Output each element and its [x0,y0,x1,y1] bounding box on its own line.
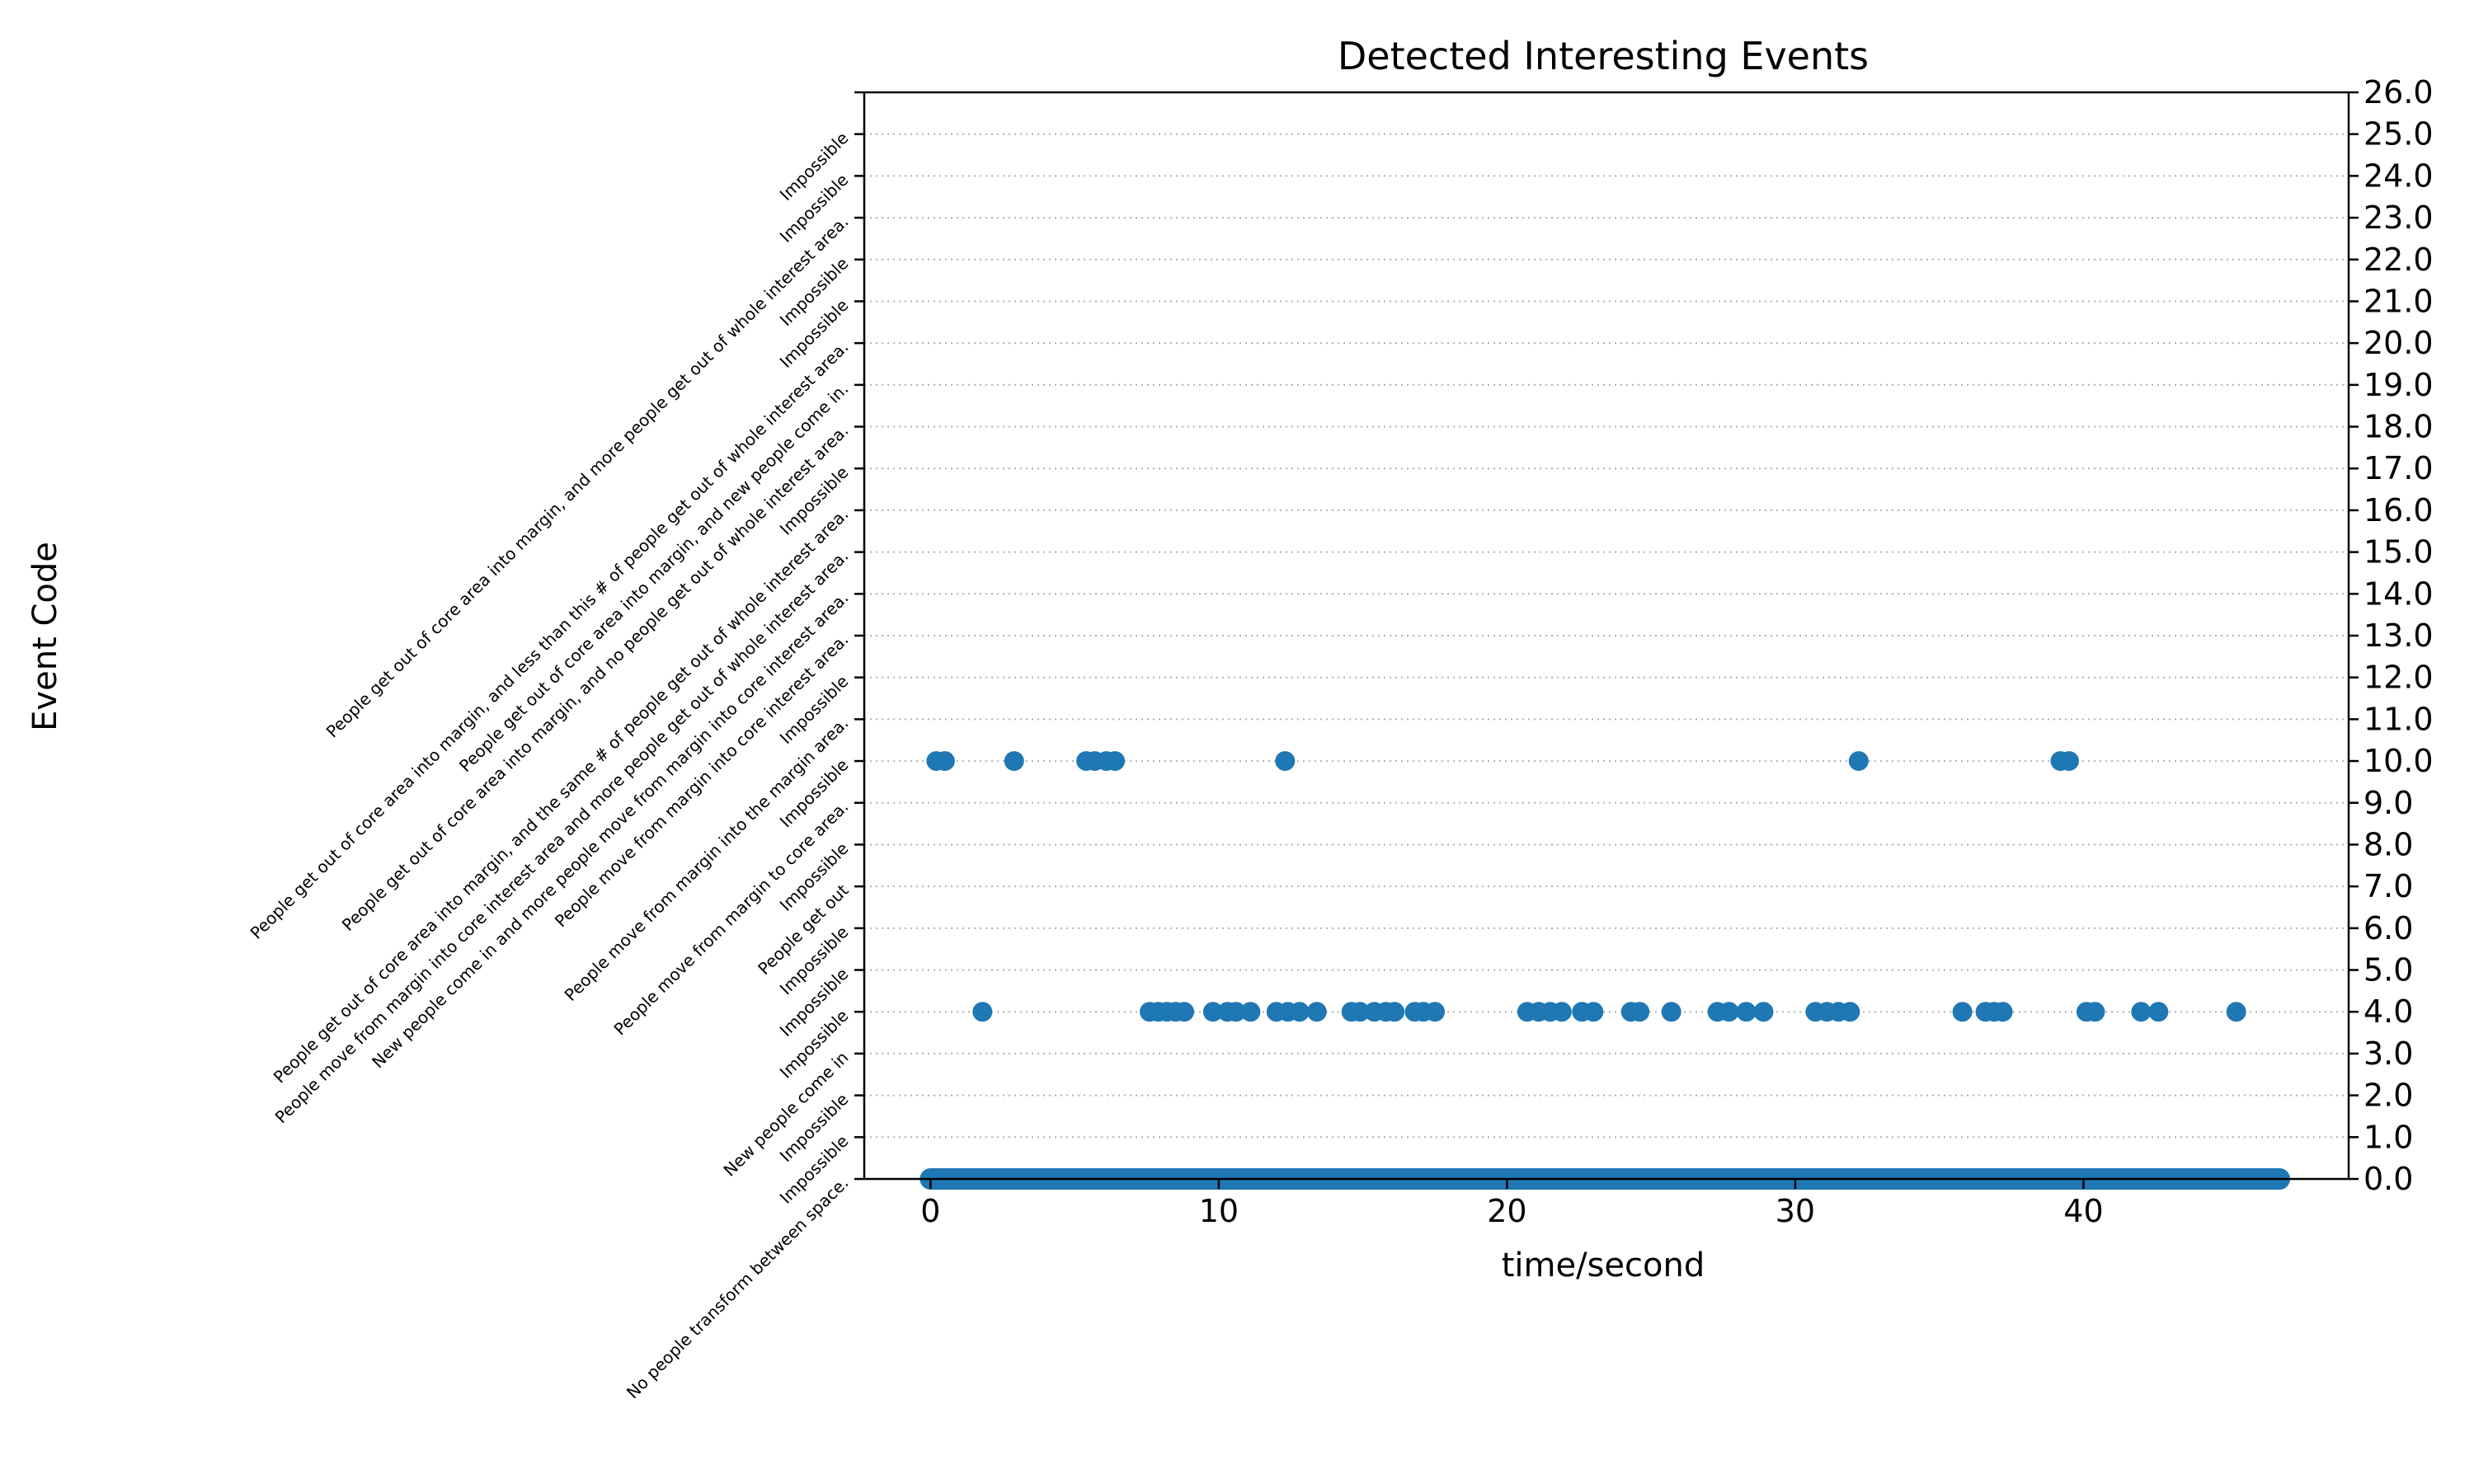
data-point [1289,1002,1310,1022]
data-point [1225,1002,1246,1022]
y-tick-label-right: 9.0 [2363,785,2413,821]
y-tick-label-right: 17.0 [2363,450,2434,486]
data-point [2131,1002,2152,1022]
data-point [1174,1002,1194,1022]
data-point [1004,751,1024,772]
data-point [2226,1002,2246,1022]
data-point [1306,1002,1327,1022]
y-tick-label-right: 16.0 [2363,492,2434,528]
x-axis-label: time/second [1502,1247,1705,1284]
y-tick-label-right: 1.0 [2363,1119,2413,1155]
data-point [2058,751,2079,772]
grid-lines [864,133,2349,1139]
y-axis-category-labels: No people transform between space.Imposs… [247,91,864,1403]
data-point [1275,751,1296,772]
y-tick-label-right: 5.0 [2363,952,2413,989]
data-point [1992,1002,2013,1022]
y-tick-label-right: 18.0 [2363,409,2434,445]
x-tick-label: 0 [920,1193,940,1229]
y-tick-label-right: 24.0 [2363,157,2434,194]
data-point [1952,1002,1973,1022]
data-point [2085,1002,2105,1022]
data-point [1661,1002,1681,1022]
x-axis: 0 10 20 30 40 [920,1179,2104,1229]
y-tick-label-right: 4.0 [2363,993,2413,1030]
y-tick-label-right: 13.0 [2363,618,2434,654]
plot-frame [863,91,2350,1181]
data-point [1350,1002,1371,1022]
y-tick-label-right: 2.0 [2363,1078,2413,1114]
data-points [926,751,2246,1022]
chart-title: Detected Interesting Events [1338,34,1869,78]
data-point [1753,1002,1774,1022]
y-tick-label-right: 14.0 [2363,575,2434,612]
y-tick-label-right: 11.0 [2363,701,2434,737]
data-point [1583,1002,1604,1022]
data-point [1551,1002,1572,1022]
y-axis-label: Event Code [26,542,64,731]
y-category-label: No people transform between space. [623,1173,853,1403]
y-tick-label-right: 6.0 [2363,910,2413,946]
y-tick-label-right: 23.0 [2363,200,2434,236]
data-point [1736,1002,1757,1022]
data-point [1202,1002,1223,1022]
y-tick-label-right: 21.0 [2363,283,2434,319]
y-tick-label-right: 0.0 [2363,1161,2413,1197]
y-tick-label-right: 15.0 [2363,534,2434,571]
data-point [1840,1002,1860,1022]
y-tick-label-right: 26.0 [2363,74,2434,110]
x-tick-label: 10 [1199,1193,1239,1229]
data-point [934,751,955,772]
y-tick-label-right: 25.0 [2363,116,2434,153]
data-point [1240,1002,1261,1022]
y-tick-label-right: 22.0 [2363,242,2434,278]
y-tick-label-right: 19.0 [2363,367,2434,403]
x-tick-label: 40 [2063,1193,2103,1229]
y-tick-label-right: 20.0 [2363,325,2434,361]
x-tick-label: 30 [1776,1193,1815,1229]
x-tick-label: 20 [1487,1193,1526,1229]
data-point [1719,1002,1739,1022]
data-point [1630,1002,1650,1022]
y-tick-label-right: 3.0 [2363,1036,2413,1072]
y-tick-label-right: 8.0 [2363,826,2413,862]
data-point [1105,751,1126,772]
y-tick-label-right: 12.0 [2363,660,2434,696]
y-axis-right: 0.0 1.0 2.0 3.0 4.0 5.0 6.0 7.0 8.0 9.0 10.0 11.0 12… [2349,74,2434,1197]
data-point [1425,1002,1446,1022]
data-point [1848,751,1869,772]
data-point [1385,1002,1405,1022]
data-point [2148,1002,2169,1022]
y-tick-label-right: 10.0 [2363,743,2434,779]
data-point [972,1002,993,1022]
y-tick-label-right: 7.0 [2363,868,2413,904]
